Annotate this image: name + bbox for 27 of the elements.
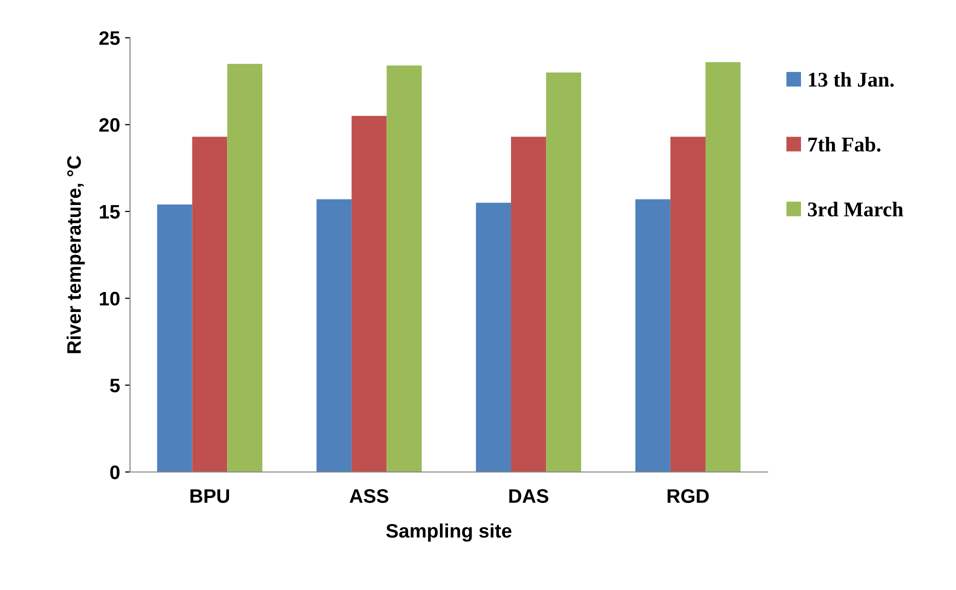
legend-label: 3rd March [808, 202, 904, 216]
legend-label: 7th Fab. [808, 136, 880, 152]
legend-label: 13 th Jan. [808, 72, 894, 87]
y-tick-label: 15 [100, 205, 120, 219]
y-tick-label: 0 [110, 465, 120, 480]
bar [316, 199, 352, 472]
y-tick-label: 20 [99, 118, 120, 132]
x-tick-label: ASS [350, 489, 388, 503]
x-tick-label: RGD [668, 489, 709, 503]
x-axis-title: Sampling site [386, 523, 512, 542]
bar [511, 136, 546, 472]
bar [670, 136, 706, 472]
y-tick-label: 5 [110, 378, 120, 392]
bar [635, 199, 670, 472]
x-tick-label: BPU [190, 489, 230, 503]
bar [476, 202, 512, 472]
bar [705, 62, 741, 472]
bar [386, 66, 422, 472]
bar [192, 136, 228, 472]
x-tick-label: DAS [509, 489, 548, 503]
y-tick-label: 25 [99, 31, 120, 45]
y-tick-label: 10 [100, 292, 120, 306]
bar [546, 72, 582, 472]
bar [352, 116, 387, 472]
bar [157, 204, 192, 472]
bar [227, 64, 262, 472]
y-axis-title: River temperature, °C [66, 156, 85, 354]
